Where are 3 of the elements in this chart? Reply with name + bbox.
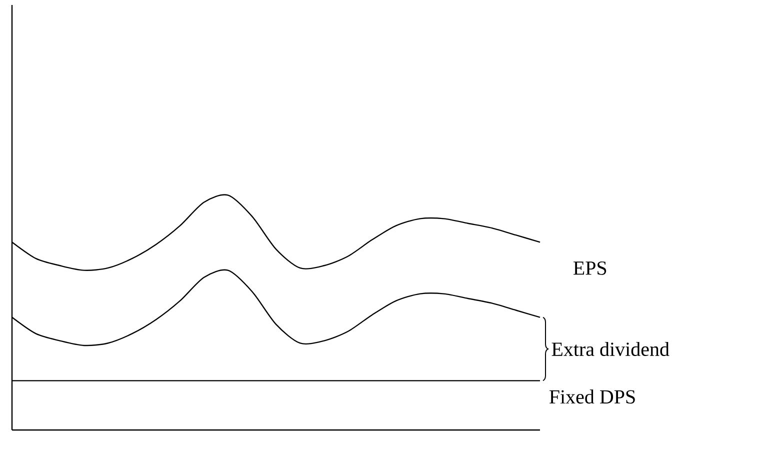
series-label: EPS	[573, 261, 606, 275]
series-label: Fixed DPS	[549, 390, 635, 404]
text: Extra dividend	[552, 342, 670, 356]
